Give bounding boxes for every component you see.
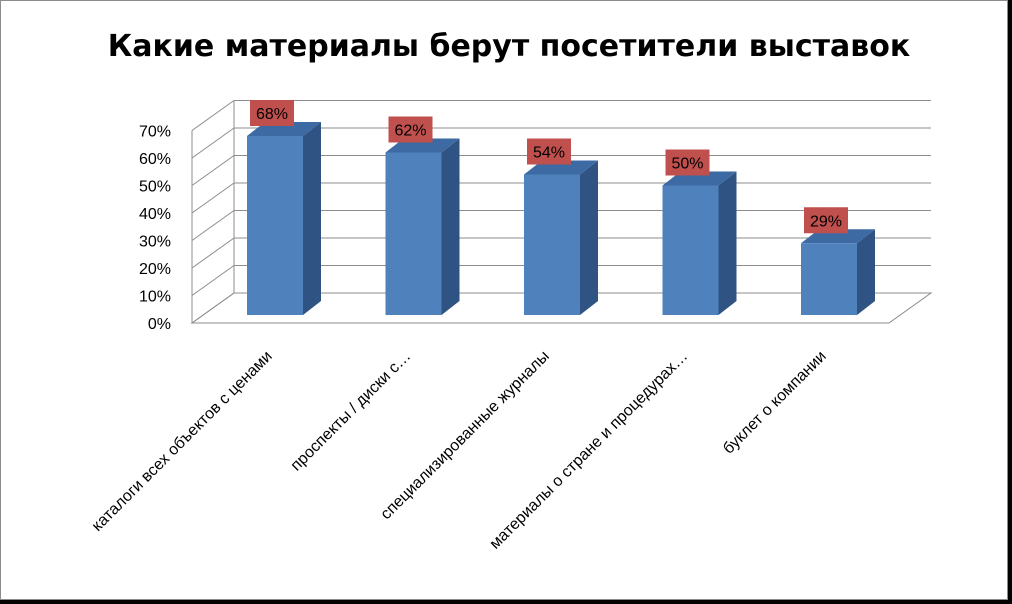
y-tick-label: 70% xyxy=(139,124,171,141)
y-tick-label: 30% xyxy=(139,234,171,251)
category-label: проспекты / диски с… xyxy=(288,348,415,475)
bar-side xyxy=(857,229,875,315)
bar: 68% xyxy=(247,100,321,315)
data-label-box xyxy=(804,207,848,234)
y-tick-label: 60% xyxy=(139,151,171,168)
category-label: буклет о компании xyxy=(720,348,830,458)
left-wall-line xyxy=(191,210,235,241)
y-tick-label: 50% xyxy=(139,179,171,196)
bar-side xyxy=(718,171,737,315)
left-wall-line xyxy=(191,100,235,131)
data-label-box xyxy=(250,100,294,126)
left-wall-line xyxy=(191,237,235,269)
chart-title: Какие материалы берут посетители выставо… xyxy=(108,29,910,64)
bar-front xyxy=(247,136,303,315)
bar-front xyxy=(385,152,442,315)
bar: 54% xyxy=(524,138,598,315)
data-label-box xyxy=(665,149,710,176)
category-label: каталоги всех объектов с ценами xyxy=(89,348,276,535)
bar-front xyxy=(801,243,857,315)
data-label: 68% xyxy=(256,106,288,123)
bar-side xyxy=(303,122,321,315)
data-label: 54% xyxy=(533,145,565,162)
bar: 62% xyxy=(385,116,460,315)
left-wall-line xyxy=(191,127,235,159)
floor xyxy=(190,292,933,324)
left-wall-line xyxy=(191,265,235,296)
bar-side xyxy=(441,138,460,315)
y-tick-label: 40% xyxy=(139,206,171,223)
bar-front xyxy=(662,185,719,315)
data-label-box xyxy=(527,138,571,165)
bar-front xyxy=(524,174,580,315)
y-tick-label: 20% xyxy=(139,261,171,278)
y-tick-label: 10% xyxy=(139,289,171,306)
bar: 29% xyxy=(801,207,875,315)
bars: 68% 62% 54% 50% 29% xyxy=(247,100,875,315)
left-wall-line xyxy=(191,155,235,186)
left-wall-line xyxy=(191,182,235,214)
category-label: специализированные журналы xyxy=(378,348,553,523)
bar: 50% xyxy=(662,149,737,315)
data-label: 50% xyxy=(671,156,703,173)
data-label-box xyxy=(388,116,433,143)
y-tick-label: 0% xyxy=(148,316,171,333)
y-axis-ticks: 0% 10% 20% 30% 40% 50% 60% 70% xyxy=(139,124,171,334)
bar-side xyxy=(580,160,598,315)
category-labels: каталоги всех объектов с ценами проспекты… xyxy=(89,348,830,553)
data-label: 29% xyxy=(810,213,842,230)
data-label: 62% xyxy=(394,123,426,140)
